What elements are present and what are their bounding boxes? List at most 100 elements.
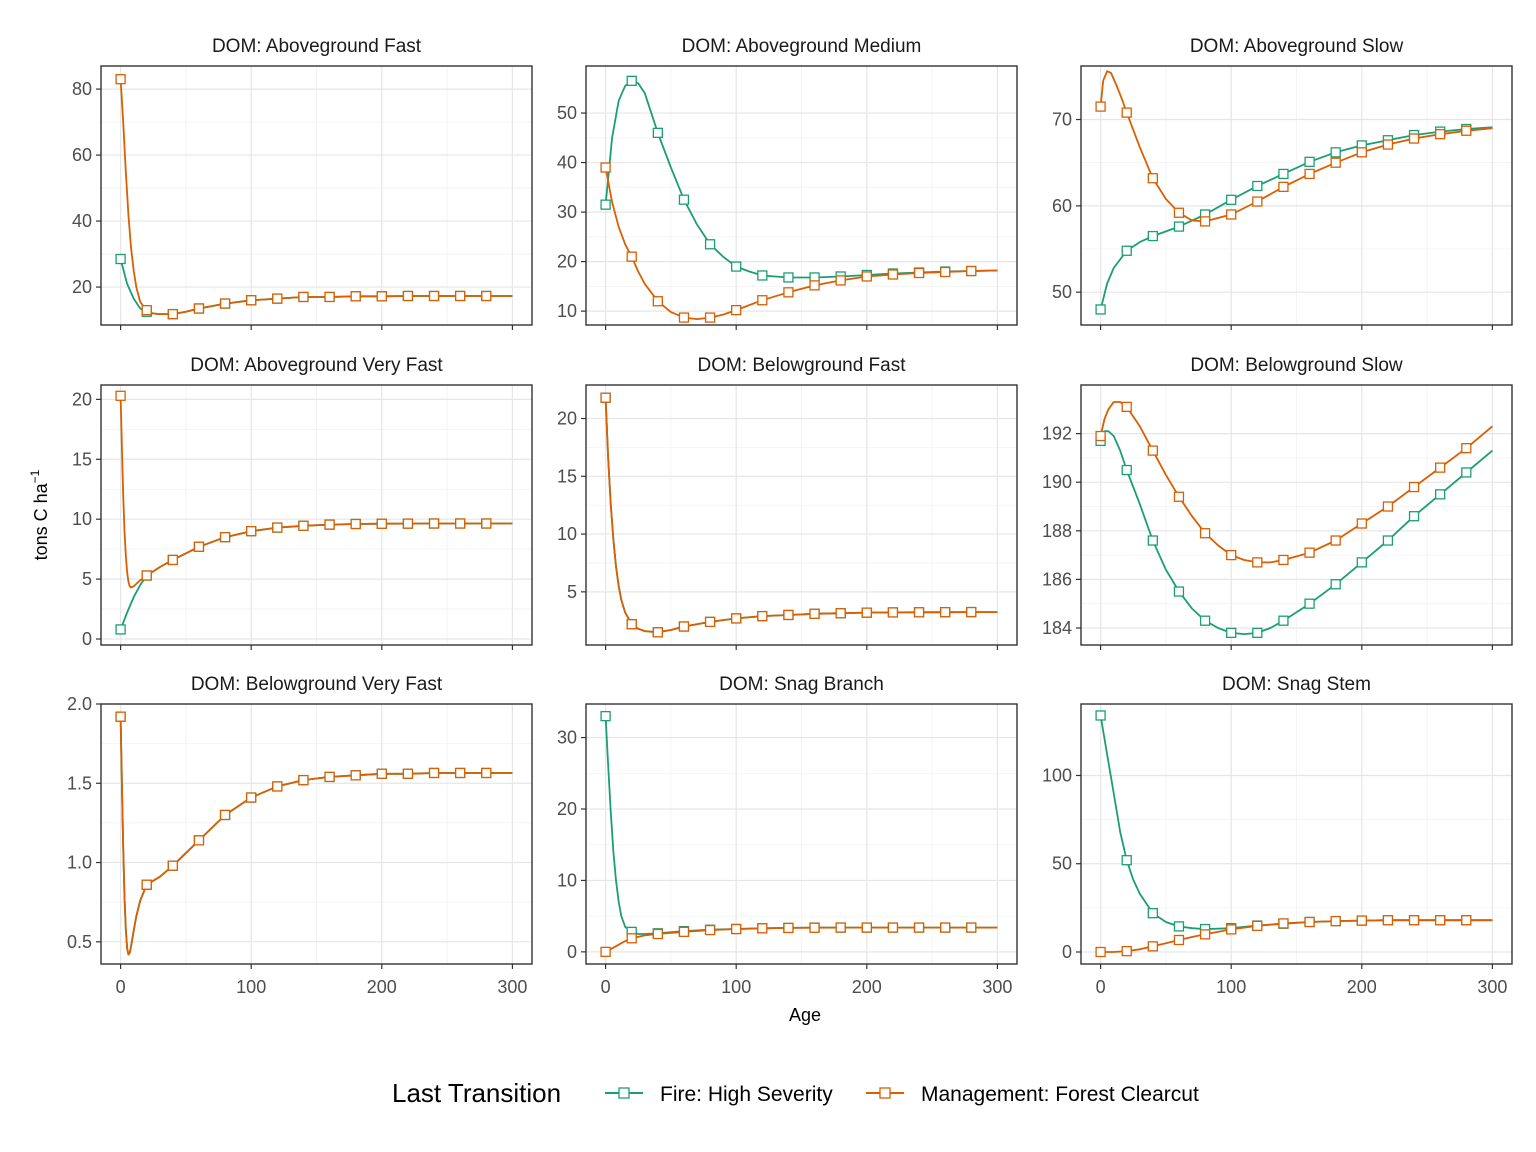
data-point (455, 518, 466, 529)
data-point (1199, 216, 1211, 227)
series-line (119, 716, 513, 956)
y-tick-label: 100 (1042, 765, 1072, 785)
series (600, 922, 998, 958)
data-point (141, 305, 152, 316)
data-point (1173, 207, 1185, 218)
y-tick-label: 5 (82, 569, 92, 589)
data-point (115, 74, 126, 85)
panel-border (1080, 384, 1513, 646)
data-point (913, 922, 925, 933)
x-tick-label: 300 (497, 977, 527, 997)
facet-title: DOM: Snag Stem (1222, 674, 1371, 695)
data-point (324, 771, 335, 783)
data-point (704, 924, 716, 936)
y-tick-label: 15 (557, 466, 577, 486)
x-tick-label: 200 (1347, 977, 1377, 997)
facet-title: DOM: Belowground Very Fast (191, 674, 443, 695)
data-point (167, 554, 178, 566)
data-point (1356, 557, 1367, 568)
data-point (1199, 615, 1211, 626)
y-tick-label: 60 (1052, 196, 1072, 216)
legend-key-marker-fire (618, 1087, 630, 1099)
data-point (1435, 129, 1446, 140)
data-point (861, 271, 872, 282)
panel-border (585, 703, 1018, 965)
data-point (652, 928, 663, 940)
series (1095, 401, 1493, 568)
data-point (1173, 221, 1185, 232)
legend-label-fire: Fire: High Severity (660, 1083, 833, 1106)
data-point (1226, 924, 1237, 935)
y-tick-label: 188 (1042, 521, 1072, 541)
data-point (376, 768, 387, 779)
data-point (1330, 147, 1341, 158)
data-point (350, 518, 361, 530)
data-point (626, 619, 637, 630)
series (115, 711, 513, 956)
y-tick-label: 0.5 (67, 932, 92, 952)
data-point (783, 609, 794, 621)
data-point (887, 607, 899, 618)
data-point (115, 253, 126, 265)
data-point (481, 767, 492, 779)
data-point (1330, 157, 1341, 168)
data-point (1461, 915, 1472, 926)
data-point (1356, 518, 1367, 529)
data-point (626, 933, 637, 944)
data-point (1147, 941, 1158, 952)
facet-title: DOM: Belowground Fast (697, 355, 906, 376)
data-point (428, 767, 440, 779)
data-point (1278, 615, 1289, 626)
data-point (652, 627, 663, 638)
data-point (115, 390, 126, 401)
data-point (428, 290, 440, 302)
data-point (1408, 481, 1420, 493)
y-axis-title: tons C ha−1 (28, 469, 51, 560)
data-point (1252, 627, 1263, 639)
data-point (1408, 511, 1420, 522)
y-tick-label: 60 (72, 145, 92, 165)
data-point (1382, 501, 1394, 512)
data-point (1252, 180, 1263, 192)
y-axis-title-text: tons C ha (31, 482, 51, 560)
data-point (1382, 915, 1394, 926)
data-point (272, 781, 283, 792)
data-point (1226, 209, 1237, 220)
series (1095, 430, 1493, 639)
data-point (1356, 147, 1367, 158)
data-point (678, 621, 690, 632)
y-tick-label: 10 (557, 870, 577, 890)
y-tick-label: 20 (557, 252, 577, 272)
data-point (704, 312, 716, 323)
y-tick-label: 50 (557, 103, 577, 123)
facet-panel: DOM: Belowground Very Fast 0.5 1.0 1.5 2.0 0 1… (67, 674, 533, 997)
y-tick-label: 40 (557, 153, 577, 173)
data-point (1382, 535, 1394, 546)
y-tick-label: 10 (72, 509, 92, 529)
facet-panel: DOM: Belowground Fast 5 10 15 20 (557, 355, 1018, 650)
data-point (1147, 173, 1158, 184)
data-point (626, 251, 637, 262)
data-point (1330, 535, 1341, 546)
data-point (600, 392, 611, 403)
facet-panel: DOM: Aboveground Fast 20 40 60 80 (72, 36, 533, 330)
data-point (913, 267, 925, 279)
data-point (193, 835, 205, 846)
y-tick-label: 20 (557, 409, 577, 429)
data-point (783, 287, 794, 298)
data-point (298, 291, 309, 303)
data-point (1278, 168, 1289, 180)
data-point (809, 922, 820, 933)
data-point (1461, 125, 1472, 136)
y-tick-label: 2.0 (67, 694, 92, 714)
data-point (600, 710, 611, 722)
series (600, 162, 998, 323)
data-point (1173, 586, 1185, 597)
facet-title: DOM: Aboveground Slow (1190, 36, 1404, 57)
data-point (757, 923, 768, 934)
facet-title: DOM: Aboveground Fast (212, 36, 422, 57)
data-point (731, 923, 742, 935)
data-point (835, 275, 846, 286)
